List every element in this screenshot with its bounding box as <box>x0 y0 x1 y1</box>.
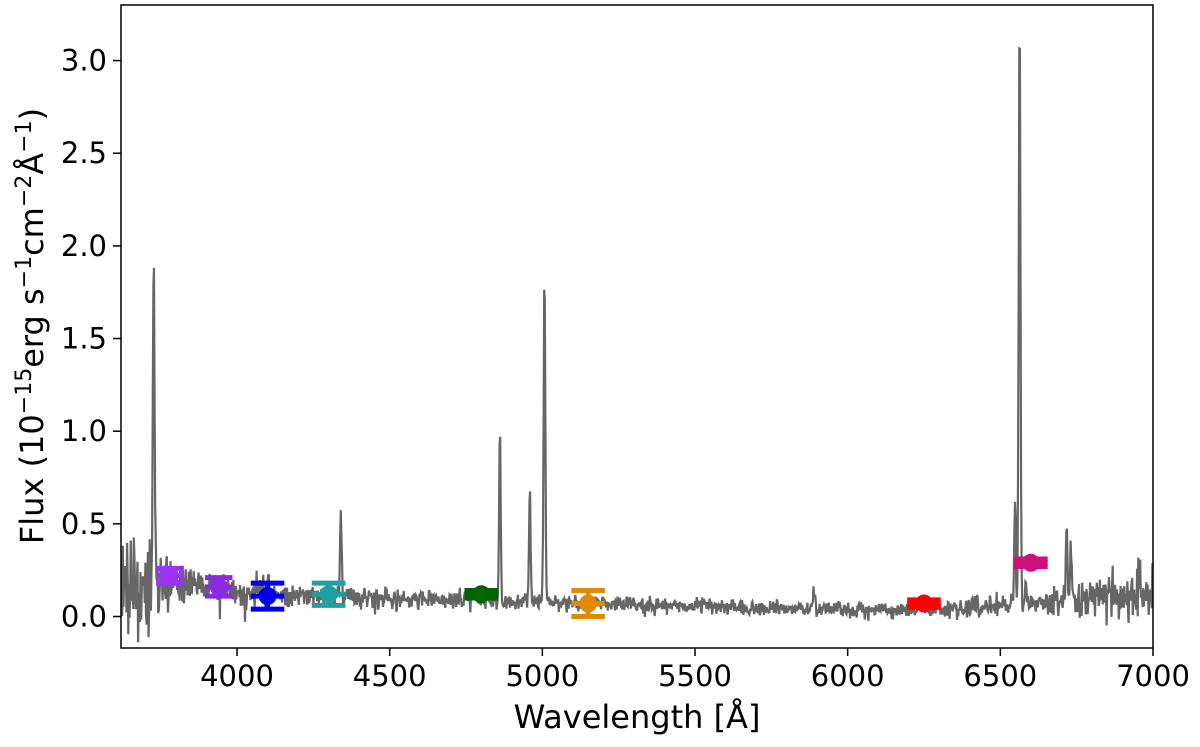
y-label-exponent: −2 <box>12 175 37 207</box>
y-tick-label: 3.0 <box>61 44 107 78</box>
y-tick-label: 1.0 <box>61 414 107 448</box>
photometry-marker <box>258 587 277 606</box>
photometry-marker <box>1021 553 1040 572</box>
y-tick-label: 0.0 <box>61 599 107 633</box>
y-tick-label: 1.5 <box>61 322 107 356</box>
y-label-exponent: −15 <box>12 368 37 414</box>
y-label-exponent: −1 <box>12 120 37 152</box>
x-tick-label: 4500 <box>353 659 427 693</box>
photometry-point <box>250 580 285 612</box>
x-tick-label: 4000 <box>200 659 274 693</box>
y-label-part: Å <box>13 153 51 175</box>
y-tick-label: 0.5 <box>61 507 107 541</box>
axes-frame <box>120 4 1154 649</box>
x-tick-label: 6000 <box>811 659 885 693</box>
y-label-part: cm <box>13 207 51 256</box>
x-axis: 4000 4500 5000 5500 6000 6500 7000 <box>200 648 1190 693</box>
photometry-marker <box>209 577 228 596</box>
plot-area <box>121 46 1153 643</box>
y-tick-label: 2.5 <box>61 136 107 170</box>
photometry-point <box>464 585 499 604</box>
x-tick-label: 6500 <box>963 659 1037 693</box>
photometry-marker <box>472 585 491 604</box>
y-label-part: ) <box>13 108 51 120</box>
photometry-point <box>204 575 233 599</box>
x-tick-label: 5000 <box>505 659 579 693</box>
y-label-exponent: −1 <box>12 256 37 288</box>
photometry-point <box>311 580 346 608</box>
photometry-marker <box>160 566 179 585</box>
y-axis: 0.0 0.5 1.0 1.5 2.0 2.5 3.0 <box>61 44 121 633</box>
photometry-point <box>156 565 184 586</box>
photometry-point <box>907 594 941 613</box>
y-axis-label: Flux (10−15erg s−1cm−2Å−1) <box>12 108 51 544</box>
photometry-marker <box>579 594 598 613</box>
photometry-point <box>571 588 605 619</box>
y-label-part: Flux (10 <box>13 414 51 544</box>
x-axis-label: Wavelength [Å] <box>514 698 761 736</box>
photometry-marker <box>319 585 338 604</box>
spectrum-line <box>121 46 1153 643</box>
y-tick-label: 2.0 <box>61 229 107 263</box>
x-tick-label: 5500 <box>658 659 732 693</box>
photometry-point <box>1014 553 1048 572</box>
y-label-part: erg s <box>13 288 51 367</box>
photometry-marker <box>915 594 934 613</box>
x-tick-label: 7000 <box>1116 659 1190 693</box>
